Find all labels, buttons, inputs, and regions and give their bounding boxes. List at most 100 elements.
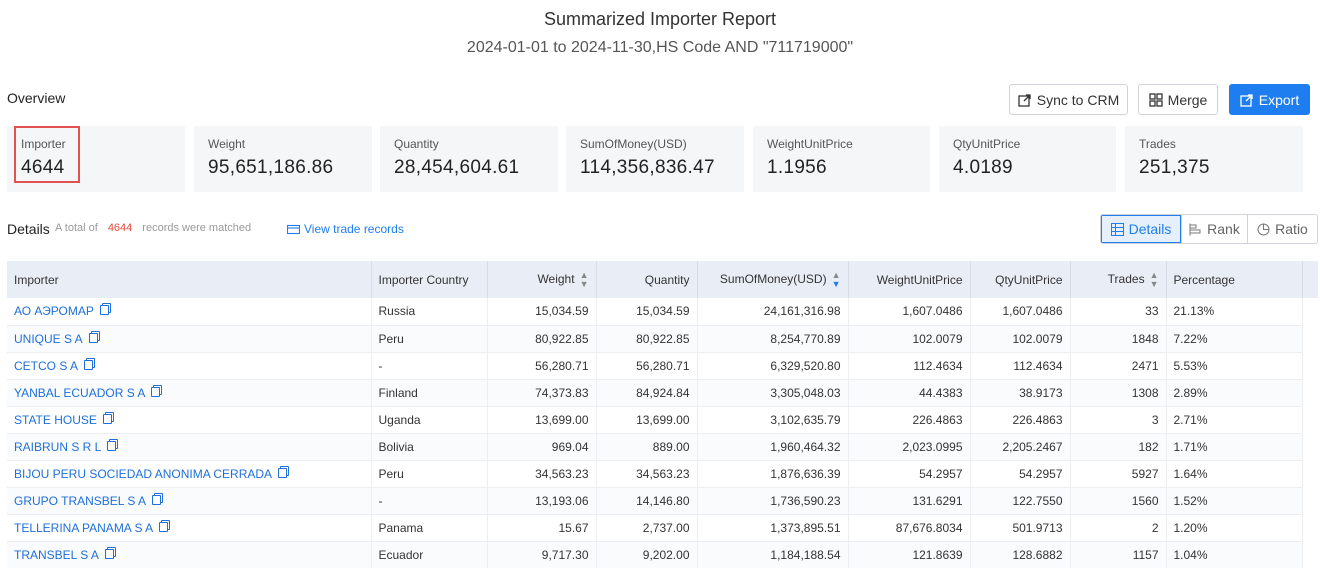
col-header-weight[interactable]: Weight ▲ ▼ [487,261,597,298]
cell-quantity: 14,146.80 [596,487,698,515]
view-records-label: View trade records [304,222,404,236]
copy-icon[interactable] [152,494,162,505]
cell-percentage: 5.53% [1166,352,1303,380]
cell-percentage: 1.04% [1166,541,1303,568]
sort-icon[interactable]: ▲ ▼ [831,269,841,289]
cell-quantity: 80,922.85 [596,325,698,353]
details-label: Details [7,221,50,237]
col-header-percentage[interactable]: Percentage [1166,261,1303,298]
cell-weight: 969.04 [487,433,597,461]
cell-trades: 182 [1070,433,1167,461]
cell-weightunitprice: 87,676.8034 [848,514,971,542]
cell-importer[interactable]: RAIBRUN S R L [7,433,372,461]
cell-qtyunitprice: 226.4863 [970,406,1071,434]
table-row: YANBAL ECUADOR S A Finland 74,373.83 84,924… [7,379,1318,407]
cell-qtyunitprice: 2,205.2467 [970,433,1071,461]
importer-name-link[interactable]: UNIQUE S A [14,331,83,346]
cell-quantity: 9,202.00 [596,541,698,568]
cell-importer[interactable]: UNIQUE S A [7,325,372,353]
cell-percentage: 1.52% [1166,487,1303,515]
copy-icon[interactable] [102,413,112,424]
copy-icon[interactable] [278,467,288,478]
col-header-sumofmoney[interactable]: SumOfMoney(USD) ▲ ▼ [697,261,849,298]
cell-percentage: 2.89% [1166,379,1303,407]
cell-sumofmoney: 1,960,464.32 [697,433,849,461]
cell-importer[interactable]: АО АЭРОМАР [7,298,372,326]
copy-icon[interactable] [88,332,98,343]
cell-weight: 15,034.59 [487,298,597,326]
sync-to-crm-button[interactable]: Sync to CRM [1009,84,1128,115]
cell-importer[interactable]: TRANSBEL S A [7,541,372,568]
col-header-label: Weight [537,271,575,286]
tab-ratio[interactable]: Ratio [1247,215,1317,243]
col-header-importer[interactable]: Importer [7,261,372,298]
cell-weight: 56,280.71 [487,352,597,380]
importer-name-link[interactable]: АО АЭРОМАР [14,304,94,319]
cell-quantity: 2,737.00 [596,514,698,542]
cell-importer[interactable]: CETCO S A [7,352,372,380]
merge-label: Merge [1167,91,1208,108]
copy-icon[interactable] [84,359,94,370]
table-row: CETCO S A -56,280.71 56,280.71 6,329,520.80… [7,352,1318,380]
cell-quantity: 56,280.71 [596,352,698,380]
cell-trades: 1308 [1070,379,1167,407]
importer-name-link[interactable]: RAIBRUN S R L [14,439,102,454]
cell-weightunitprice: 226.4863 [848,406,971,434]
cell-importer[interactable]: BIJOU PERU SOCIEDAD ANONIMA CERRADA [7,460,372,488]
scrollbar-gutter [1302,261,1318,298]
col-header-qtyunitprice[interactable]: QtyUnitPrice [970,261,1071,298]
view-toggle: Details Rank Ratio [1100,214,1318,244]
table-row: BIJOU PERU SOCIEDAD ANONIMA CERRADA Peru 3… [7,460,1318,488]
importer-name-link[interactable]: YANBAL ECUADOR S A [14,385,146,400]
view-trade-records-link[interactable]: View trade records [287,222,404,236]
cell-importer[interactable]: STATE HOUSE [7,406,372,434]
col-header-trades[interactable]: Trades ▲ ▼ [1070,261,1167,298]
cell-percentage: 1.64% [1166,460,1303,488]
col-header-country[interactable]: Importer Country [371,261,488,298]
cell-weightunitprice: 1,607.0486 [848,298,971,326]
cell-country: Ecuador [371,541,488,568]
table-row: STATE HOUSE Uganda 13,699.00 13,699.00 3,102… [7,406,1318,434]
cell-qtyunitprice: 122.7550 [970,487,1071,515]
merge-button[interactable]: Merge [1138,84,1218,115]
importer-name-link[interactable]: CETCO S A [14,358,79,373]
cell-quantity: 889.00 [596,433,698,461]
importer-name-link[interactable]: TRANSBEL S A [14,547,99,562]
cell-weight: 13,193.06 [487,487,597,515]
importer-name-link[interactable]: BIJOU PERU SOCIEDAD ANONIMA CERRADA [14,466,273,481]
copy-icon[interactable] [151,386,161,397]
cell-country: Panama [371,514,488,542]
export-button[interactable]: Export [1229,84,1310,115]
copy-icon[interactable] [104,548,114,559]
cell-weightunitprice: 102.0079 [848,325,971,353]
col-header-quantity[interactable]: Quantity [596,261,698,298]
col-header-weightunitprice[interactable]: WeightUnitPrice [848,261,971,298]
table-row: TRANSBEL S A Ecuador 9,717.30 9,202.00 1,184… [7,541,1318,568]
cell-importer[interactable]: TELLERINA PANAMA S A [7,514,372,542]
cell-qtyunitprice: 54.2957 [970,460,1071,488]
card-icon [287,224,300,234]
copy-icon[interactable] [159,521,169,532]
tab-rank[interactable]: Rank [1181,215,1247,243]
cell-percentage: 1.71% [1166,433,1303,461]
cell-importer[interactable]: GRUPO TRANSBEL S A [7,487,372,515]
sync-icon [1018,93,1031,107]
copy-icon[interactable] [107,440,117,451]
sort-icon[interactable]: ▲ ▼ [1149,269,1159,289]
copy-icon[interactable] [99,305,109,316]
importer-name-link[interactable]: TELLERINA PANAMA S A [14,520,154,535]
stat-card-sumofmoney: SumOfMoney(USD) 114,356,836.47 [566,126,744,192]
stat-value: 4644 [21,157,65,178]
sort-icon[interactable]: ▲ ▼ [579,269,589,289]
importer-name-link[interactable]: GRUPO TRANSBEL S A [14,493,147,508]
importer-name-link[interactable]: STATE HOUSE [14,412,97,427]
cell-weightunitprice: 121.8639 [848,541,971,568]
cell-sumofmoney: 3,102,635.79 [697,406,849,434]
scrollbar-gutter [1302,298,1318,325]
scrollbar-gutter [1302,433,1318,460]
tab-details[interactable]: Details [1101,215,1181,243]
cell-weightunitprice: 112.4634 [848,352,971,380]
cell-importer[interactable]: YANBAL ECUADOR S A [7,379,372,407]
scrollbar-gutter [1302,406,1318,433]
table-row: TELLERINA PANAMA S A Panama 15.67 2,737.00 1… [7,514,1318,542]
